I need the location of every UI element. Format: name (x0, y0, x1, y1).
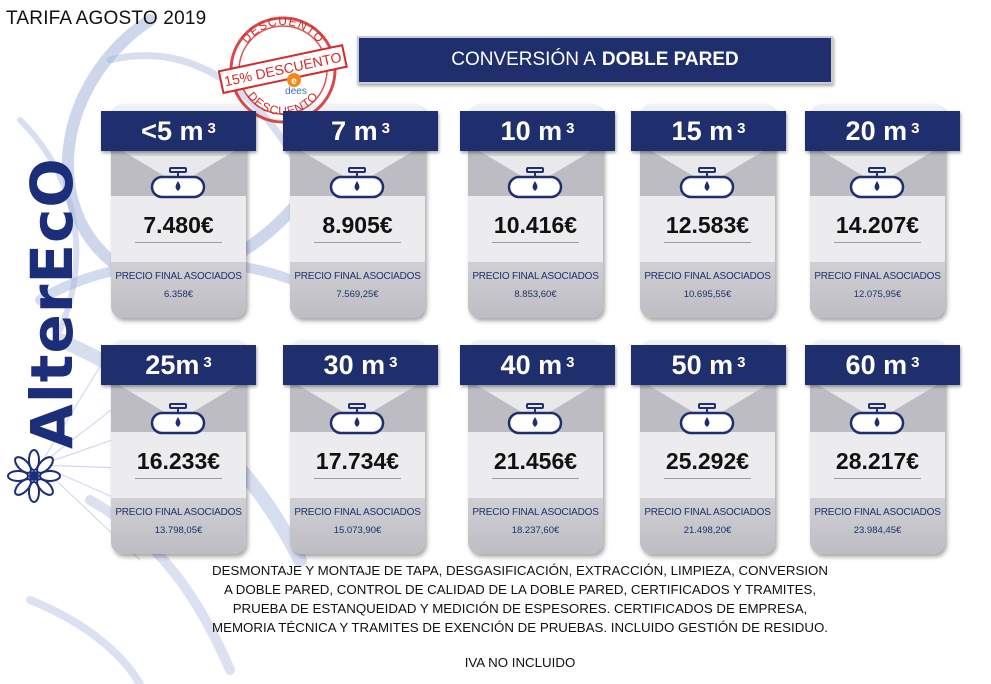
page-title: TARIFA AGOSTO 2019 (6, 8, 207, 29)
associates-label: PRECIO FINAL ASOCIADOS (644, 507, 771, 518)
volume-unit-exponent: 3 (911, 119, 920, 137)
volume-unit-exponent: 3 (207, 119, 216, 137)
associates-label: PRECIO FINAL ASOCIADOS (294, 271, 421, 282)
price-divider (492, 478, 579, 479)
volume-unit-exponent: 3 (911, 353, 920, 371)
price-divider (135, 478, 222, 479)
card-price: 14.207€ (835, 212, 920, 238)
header-prefix: CONVERSIÓN A (451, 49, 596, 70)
vat-note: IVA NO INCLUIDO (464, 655, 576, 670)
price-divider (135, 242, 222, 243)
volume-unit-exponent: 3 (566, 119, 575, 137)
volume-unit-exponent: 3 (381, 119, 390, 137)
header-emphasis: DOBLE PARED (601, 49, 739, 70)
associates-price: 13.798,05€ (154, 525, 203, 536)
price-divider (664, 242, 751, 243)
volume-tab: 25m 3 (101, 345, 256, 385)
associates-price: 7.569,25€ (336, 289, 379, 300)
associates-price: 21.498,20€ (683, 525, 732, 536)
associates-label: PRECIO FINAL ASOCIADOS (115, 271, 242, 282)
card-price: 7.480€ (143, 212, 214, 238)
volume-unit-exponent: 3 (203, 353, 212, 371)
associates-label: PRECIO FINAL ASOCIADOS (814, 271, 941, 282)
tank-icon (679, 167, 735, 199)
card-price: 17.734€ (315, 448, 400, 474)
price-divider (314, 242, 401, 243)
associates-label: PRECIO FINAL ASOCIADOS (115, 507, 242, 518)
volume-label: 15 m (671, 115, 734, 146)
associates-price: 6.358€ (163, 289, 194, 300)
volume-label: 20 m (845, 115, 908, 146)
description-line: PRUEBA DE ESTANQUEIDAD Y MEDICIÓN DE ESP… (232, 601, 808, 616)
flower-icon (7, 449, 61, 503)
tank-icon (507, 167, 563, 199)
volume-label: 7 m (331, 115, 378, 146)
description-line: A DOBLE PARED, CONTROL DE CALIDAD DE LA … (223, 582, 817, 597)
associates-price: 8.853,60€ (514, 289, 557, 300)
tank-icon (150, 167, 206, 199)
associates-label: PRECIO FINAL ASOCIADOS (294, 507, 421, 518)
tank-icon (679, 403, 735, 435)
volume-label: 25m (145, 349, 200, 380)
tank-icon (150, 403, 206, 435)
svg-text:DESCUENTO: DESCUENTO (239, 14, 328, 46)
associates-price: 12.075,95€ (853, 289, 902, 300)
price-divider (834, 478, 921, 479)
card-price: 10.416€ (493, 212, 578, 238)
tank-icon (329, 167, 385, 199)
volume-label: 40 m (500, 349, 563, 380)
header-banner: CONVERSIÓN A DOBLE PARED (357, 36, 833, 84)
price-divider (834, 242, 921, 243)
volume-label: 50 m (671, 349, 734, 380)
associates-label: PRECIO FINAL ASOCIADOS (644, 271, 771, 282)
card-price: 16.233€ (136, 448, 221, 474)
volume-unit-exponent: 3 (389, 353, 398, 371)
associates-price: 18.237,60€ (511, 525, 560, 536)
associates-price: 15.073,90€ (333, 525, 382, 536)
price-divider (314, 478, 401, 479)
card-price: 25.292€ (665, 448, 750, 474)
brand-logo-text: AlterEcO (18, 157, 86, 449)
associates-price: 10.695,55€ (683, 289, 732, 300)
tank-icon (507, 403, 563, 435)
service-description: DESMONTAJE Y MONTAJE DE TAPA, DESGASIFIC… (170, 561, 870, 637)
volume-label: 30 m (323, 349, 386, 380)
card-price: 12.583€ (665, 212, 750, 238)
card-price: 8.905€ (322, 212, 393, 238)
price-divider (492, 242, 579, 243)
card-price: 28.217€ (835, 448, 920, 474)
volume-label: <5 m (141, 115, 204, 146)
volume-unit-exponent: 3 (737, 353, 746, 371)
card-price: 21.456€ (493, 448, 578, 474)
svg-text:e: e (291, 76, 297, 87)
description-line: MEMORIA TÉCNICA Y TRAMITES DE EXENCIÓN D… (212, 620, 828, 635)
description-line: DESMONTAJE Y MONTAJE DE TAPA, DESGASIFIC… (212, 563, 828, 578)
discount-stamp: DESCUENTO DESCUENTO 15% DESCUENTO e dees (218, 14, 348, 124)
volume-unit-exponent: 3 (737, 119, 746, 137)
tank-icon (849, 403, 905, 435)
stamp-logo-text: dees (285, 86, 307, 97)
volume-label: 60 m (845, 349, 908, 380)
associates-label: PRECIO FINAL ASOCIADOS (814, 507, 941, 518)
tank-icon (329, 403, 385, 435)
tank-icon (849, 167, 905, 199)
price-divider (664, 478, 751, 479)
associates-label: PRECIO FINAL ASOCIADOS (472, 507, 599, 518)
volume-unit-exponent: 3 (566, 353, 575, 371)
volume-label: 10 m (500, 115, 563, 146)
stamp-top-text: DESCUENTO (239, 14, 327, 46)
associates-label: PRECIO FINAL ASOCIADOS (472, 271, 599, 282)
associates-price: 23.984,45€ (853, 525, 902, 536)
